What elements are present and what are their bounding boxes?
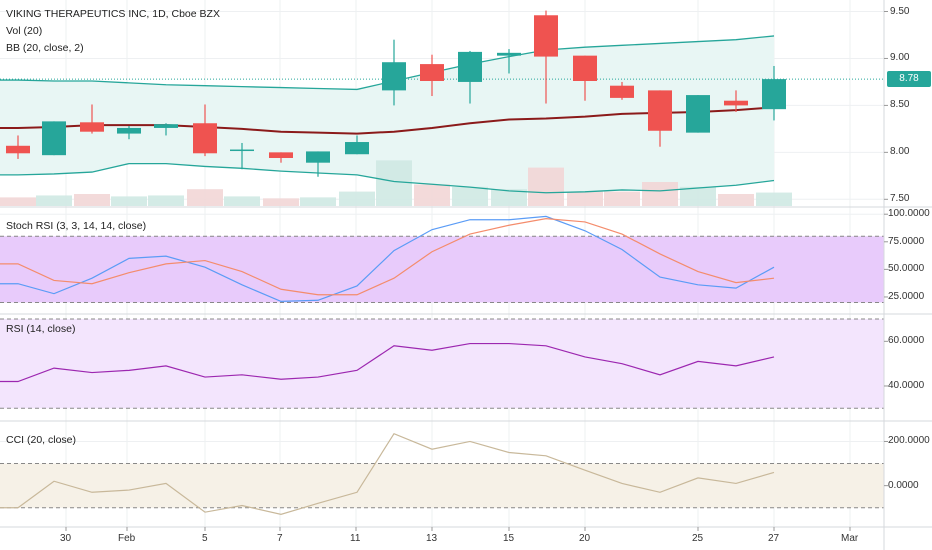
- oscillator-band-fill: [0, 236, 884, 303]
- bb-title: BB (20, close, 2): [6, 42, 84, 54]
- cci-pane[interactable]: [0, 432, 884, 515]
- candle-body: [458, 51, 482, 82]
- candle-body: [762, 79, 786, 110]
- price-tick-label: 9.50: [890, 5, 910, 17]
- x-axis-label: 11: [350, 533, 361, 544]
- candle-body: [193, 123, 217, 154]
- volume-bar: [111, 196, 147, 206]
- stoch-rsi-pane[interactable]: [0, 215, 884, 303]
- x-axis-label: 20: [579, 533, 591, 544]
- stoch-title: Stoch RSI (3, 3, 14, 14, close): [6, 220, 147, 232]
- volume-bar: [718, 194, 754, 206]
- volume-bar: [339, 191, 375, 206]
- candle-body: [306, 151, 330, 163]
- volume-bar: [187, 189, 223, 206]
- x-axis-label: 27: [768, 533, 780, 544]
- rsi-tick-label: 60.0000: [888, 335, 925, 347]
- volume-bar: [528, 167, 564, 206]
- x-axis-label: 30: [60, 533, 72, 544]
- cci-title: CCI (20, close): [6, 434, 77, 446]
- pane-backgrounds: [0, 236, 884, 508]
- bb-upper-line: [0, 35, 775, 91]
- rsi-pane[interactable]: [0, 318, 884, 409]
- volume-bar: [36, 195, 72, 206]
- volume-bar: [491, 189, 527, 206]
- volume-title: Vol (20): [6, 25, 43, 37]
- volume-bar: [680, 186, 716, 206]
- bb-basis-line: [0, 106, 775, 135]
- volume-bar: [0, 197, 36, 206]
- volume-bar: [567, 191, 603, 206]
- x-axis-label: 5: [202, 533, 208, 544]
- price-tick-label: 8.00: [890, 146, 910, 158]
- x-axis-label: 15: [503, 533, 515, 544]
- volume-bar: [604, 191, 640, 206]
- cci-series-line: [0, 432, 775, 515]
- bb-lower-line: [0, 162, 775, 194]
- candle-body: [573, 55, 597, 81]
- stoch-tick-label: 100.0000: [888, 208, 930, 220]
- candle-body: [230, 149, 254, 152]
- candle-body: [686, 95, 710, 133]
- stoch-series-line: [0, 218, 775, 296]
- x-axis-label: Feb: [118, 533, 136, 544]
- candle-body: [154, 124, 178, 128]
- candle-body: [269, 152, 293, 158]
- rsi-title: RSI (14, close): [6, 323, 76, 335]
- volume-bar: [74, 194, 110, 206]
- main-title: VIKING THERAPEUTICS INC, 1D, Cboe BZX: [6, 8, 220, 20]
- stoch-tick-label: 50.0000: [888, 263, 925, 275]
- x-axis-label: 13: [426, 533, 438, 544]
- candle-body: [382, 62, 406, 91]
- volume-bar: [642, 182, 678, 206]
- price-tick-label: 7.50: [890, 193, 910, 205]
- candle-body: [534, 15, 558, 57]
- volume-bar: [300, 197, 336, 206]
- candle-body: [345, 142, 369, 155]
- candle-body: [420, 64, 444, 81]
- x-axis-label: 7: [277, 533, 283, 544]
- candle-body: [648, 90, 672, 131]
- candle-body: [6, 145, 30, 154]
- candle-body: [42, 121, 66, 156]
- volume-bar: [376, 160, 412, 206]
- volume-bar: [224, 196, 260, 206]
- oscillator-band-fill: [0, 463, 884, 508]
- price-tick-label: 8.50: [890, 99, 910, 111]
- rsi-series-line: [0, 342, 775, 383]
- rsi-tick-label: 40.0000: [888, 379, 925, 391]
- cci-tick-label: 200.0000: [888, 435, 930, 447]
- volume-bar: [148, 195, 184, 206]
- oscillator-band-fill: [0, 319, 884, 409]
- volume-bar: [263, 198, 299, 206]
- candle-body: [117, 127, 141, 134]
- stoch-tick-label: 75.0000: [888, 235, 925, 247]
- candle-body: [80, 122, 104, 132]
- candle-body: [497, 52, 521, 56]
- price-tick-label: 9.00: [890, 52, 910, 64]
- candle-body: [610, 85, 634, 98]
- candle-body: [724, 100, 748, 106]
- last-price-tag: 8.78: [887, 71, 931, 87]
- cci-tick-label: 0.0000: [888, 479, 919, 491]
- price-pane[interactable]: [0, 10, 884, 206]
- volume-bar: [452, 186, 488, 206]
- volume-bar: [414, 184, 450, 206]
- x-axis-label: 25: [692, 533, 704, 544]
- stoch-tick-label: 25.0000: [888, 290, 925, 302]
- x-axis-label: Mar: [841, 533, 859, 544]
- volume-bar: [756, 192, 792, 206]
- stoch-series-line: [0, 215, 775, 302]
